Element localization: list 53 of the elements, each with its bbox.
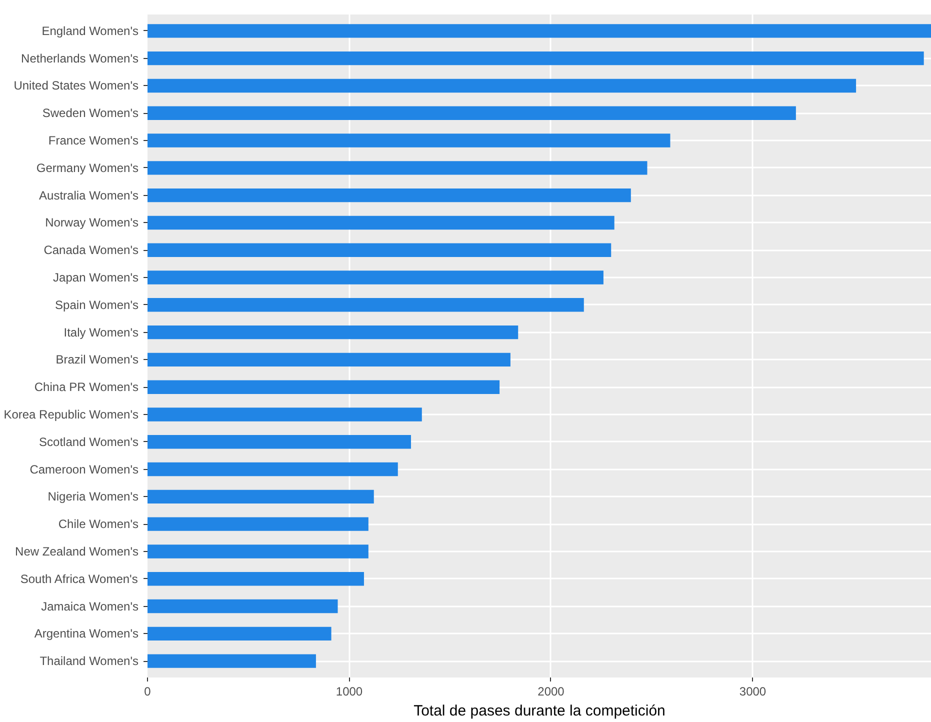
bar: [148, 106, 796, 120]
bar: [148, 24, 931, 38]
y-tick-label: Italy Women's: [64, 325, 139, 340]
bar: [148, 572, 364, 586]
y-tick-label: United States Women's: [14, 78, 139, 93]
y-tick-label: Germany Women's: [36, 160, 139, 175]
x-tick-label: 2000: [538, 684, 565, 698]
y-tick-label: Jamaica Women's: [41, 599, 138, 614]
y-tick-label: Japan Women's: [53, 270, 139, 285]
bar: [148, 78, 856, 93]
x-tick-label: 3000: [739, 684, 766, 698]
bar: [148, 490, 374, 504]
bar: [148, 435, 411, 449]
bar: [148, 188, 631, 202]
bar: [148, 270, 604, 284]
y-tick-label: Netherlands Women's: [21, 51, 139, 66]
y-tick-label: Chile Women's: [58, 517, 139, 532]
y-tick-label: Australia Women's: [39, 188, 139, 202]
bar: [148, 325, 518, 340]
bar: [148, 352, 510, 367]
bar: [148, 134, 670, 148]
bar: [148, 161, 648, 175]
bar: [148, 51, 924, 66]
bar: [148, 599, 338, 614]
bar: [148, 654, 316, 668]
x-tick-label: 0: [144, 684, 152, 698]
y-tick-label: Cameroon Women's: [30, 462, 138, 476]
y-tick-label: Canada Women's: [44, 243, 139, 258]
y-tick-label: Scotland Women's: [39, 434, 138, 449]
bar: [148, 462, 398, 476]
y-tick-label: France Women's: [48, 134, 139, 148]
y-tick-label: Argentina Women's: [34, 626, 139, 641]
bar: [148, 517, 368, 531]
bar: [148, 243, 612, 257]
bar: [148, 626, 332, 641]
x-axis-title: Total de pases durante la competición: [414, 702, 666, 720]
y-tick-label: Thailand Women's: [40, 654, 139, 668]
y-tick-label: Sweden Women's: [42, 106, 139, 120]
y-tick-label: Nigeria Women's: [48, 490, 139, 504]
y-tick-label: Spain Women's: [55, 298, 139, 312]
y-tick-label: New Zealand Women's: [15, 544, 139, 558]
y-tick-label: Korea Republic Women's: [4, 407, 139, 422]
bar: [148, 298, 584, 312]
bar: [148, 380, 500, 394]
y-tick-label: Norway Women's: [45, 216, 139, 230]
y-tick-label: England Women's: [42, 24, 139, 38]
bar: [148, 408, 422, 422]
x-tick-label: 1000: [336, 684, 363, 698]
bar: [148, 544, 368, 558]
y-tick-label: China PR Women's: [34, 380, 138, 394]
y-tick-label: South Africa Women's: [20, 572, 138, 586]
y-tick-label: Brazil Women's: [56, 352, 139, 367]
bar: [148, 216, 614, 230]
